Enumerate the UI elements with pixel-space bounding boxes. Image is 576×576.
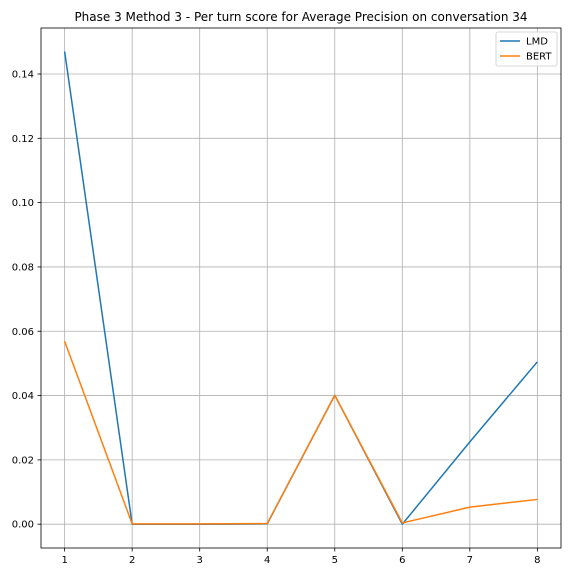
y-tick-label: 0.06 xyxy=(12,327,34,338)
x-tick-label: 8 xyxy=(534,555,540,566)
x-tick-label: 1 xyxy=(61,555,67,566)
series-line-bert xyxy=(63,340,538,525)
x-tick-label: 2 xyxy=(129,555,135,566)
plot-frame xyxy=(40,27,562,549)
x-axis-ticks: 1 2 3 4 5 6 7 8 xyxy=(61,548,541,566)
legend-label-lmd: LMD xyxy=(526,37,548,48)
grid xyxy=(41,28,561,548)
x-tick-label: 7 xyxy=(467,555,473,566)
y-tick-label: 0.00 xyxy=(12,520,34,531)
series-line-lmd xyxy=(63,51,538,525)
y-tick-label: 0.02 xyxy=(12,455,34,466)
x-tick-label: 5 xyxy=(332,555,338,566)
y-tick-label: 0.12 xyxy=(12,134,34,145)
y-tick-label: 0.08 xyxy=(12,262,34,273)
series-lines xyxy=(63,51,538,525)
legend-label-bert: BERT xyxy=(526,52,552,63)
y-axis-ticks: 0.00 0.02 0.04 0.06 0.08 0.10 0.12 0.14 xyxy=(12,69,41,531)
y-tick-label: 0.04 xyxy=(12,391,34,402)
legend: LMD BERT xyxy=(495,31,558,67)
y-tick-label: 0.14 xyxy=(12,69,34,80)
x-tick-label: 3 xyxy=(197,555,203,566)
chart-title: Phase 3 Method 3 - Per turn score for Av… xyxy=(74,10,527,24)
x-tick-label: 4 xyxy=(264,555,270,566)
y-tick-label: 0.10 xyxy=(12,198,34,209)
x-tick-label: 6 xyxy=(399,555,405,566)
